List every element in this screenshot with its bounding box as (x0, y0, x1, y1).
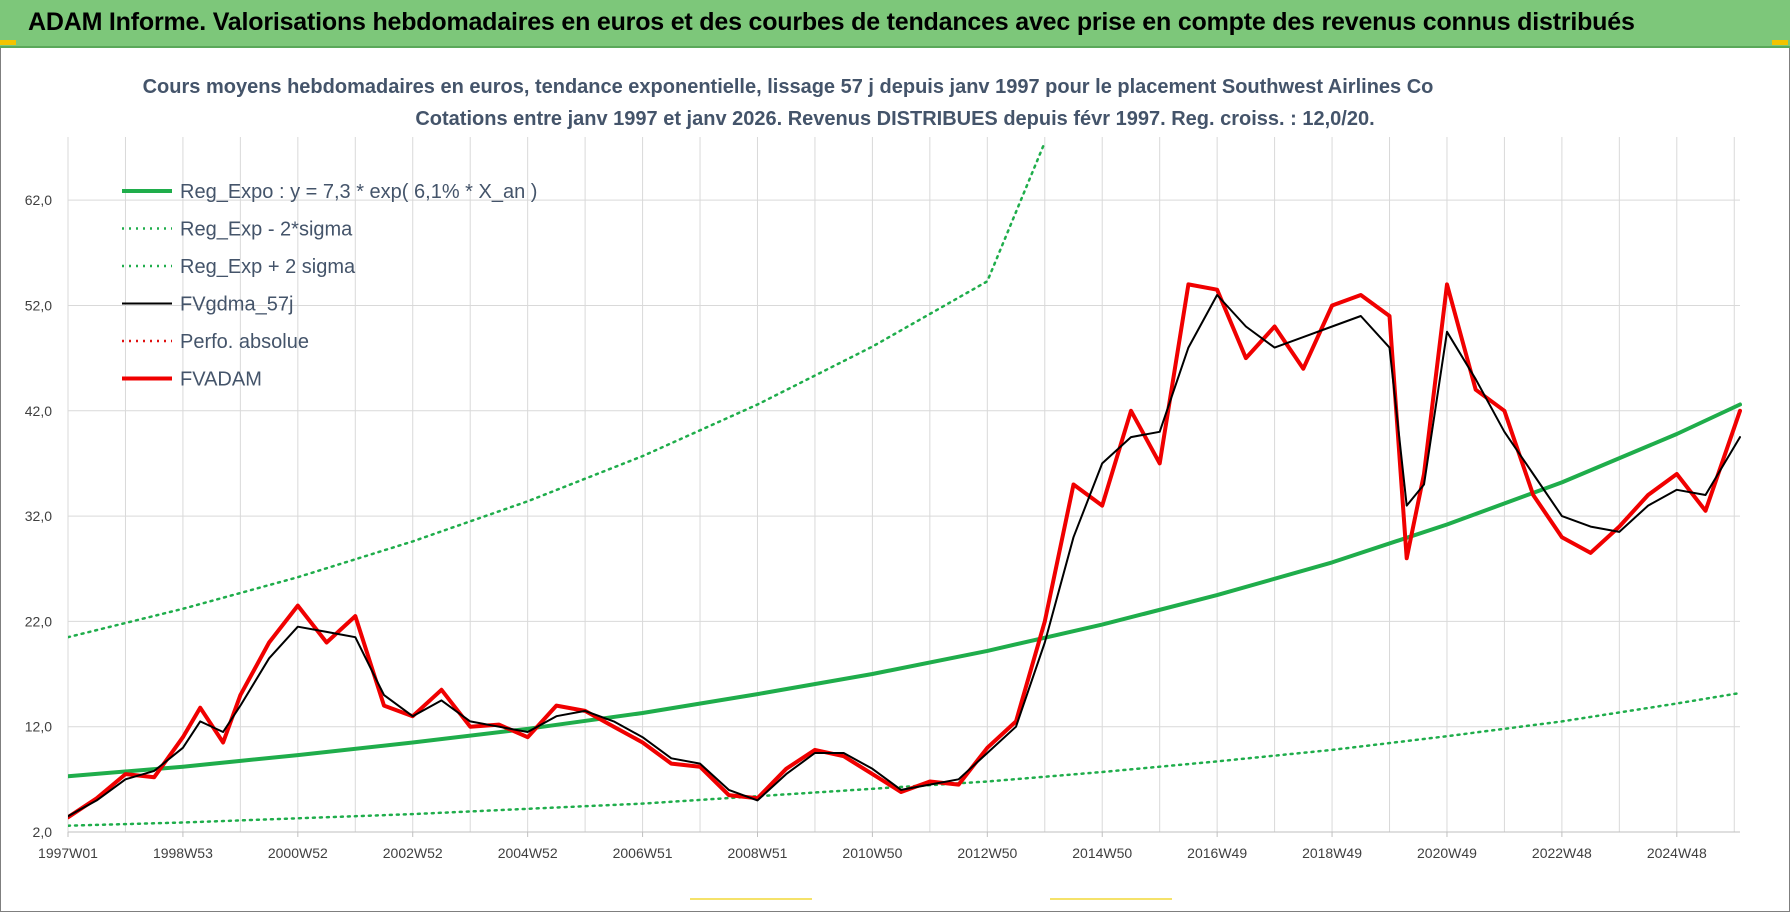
report-title: ADAM Informe. Valorisations hebdomadaire… (28, 8, 1635, 36)
y-tick-label: 42,0 (25, 403, 52, 419)
x-tick-label: 2000W52 (268, 845, 328, 861)
series-line-3 (68, 294, 1741, 818)
series-line-4 (68, 283, 1742, 819)
x-tick-label: 2016W49 (1187, 845, 1247, 861)
bottom-marker (1050, 898, 1172, 900)
y-tick-label: 22,0 (25, 613, 52, 629)
legend-label: FVADAM (180, 369, 262, 391)
x-tick-label: 2024W48 (1647, 845, 1707, 861)
x-tick-label: 2010W50 (842, 845, 902, 861)
x-tick-label: 2006W51 (613, 845, 673, 861)
x-tick-label: 1998W53 (153, 845, 213, 861)
x-tick-label: 2014W50 (1072, 845, 1132, 861)
series-line-1 (68, 691, 1742, 827)
x-tick-label: 2004W52 (498, 845, 558, 861)
series-line-5 (68, 282, 1742, 820)
y-tick-label: 2,0 (33, 824, 53, 840)
bottom-marker (690, 898, 812, 900)
y-tick-label: 12,0 (25, 719, 52, 735)
legend: Reg_Expo : y = 7,3 * exp( 6,1% * X_an ) R… (122, 181, 537, 391)
x-tick-label: 1997W01 (38, 845, 98, 861)
report-banner: ADAM Informe. Valorisations hebdomadaire… (0, 0, 1790, 48)
legend-label: Perfo. absolue (180, 331, 309, 353)
legend-label: Reg_Expo : y = 7,3 * exp( 6,1% * X_an ) (180, 181, 537, 203)
y-tick-label: 32,0 (25, 508, 52, 524)
series-line-2 (68, 141, 1047, 639)
x-tick-label: 2002W52 (383, 845, 443, 861)
y-tick-label: 52,0 (25, 297, 52, 313)
chart-title: Cours moyens hebdomadaires en euros, ten… (143, 76, 1434, 130)
chart-title-line-2: Cotations entre janv 1997 et janv 2026. … (415, 108, 1374, 130)
corner-marker (0, 40, 16, 45)
legend-label: FVgdma_57j (180, 294, 293, 316)
legend-label: Reg_Exp + 2 sigma (180, 256, 356, 278)
series-line-0 (68, 402, 1742, 779)
x-tick-label: 2020W49 (1417, 845, 1477, 861)
legend-label: Reg_Exp - 2*sigma (180, 219, 353, 241)
grid (67, 137, 1740, 833)
x-tick-label: 2022W48 (1532, 845, 1592, 861)
chart-title-line-1: Cours moyens hebdomadaires en euros, ten… (143, 76, 1434, 98)
corner-marker (1772, 40, 1788, 45)
x-tick-label: 2018W49 (1302, 845, 1362, 861)
axes: 2,0 12,0 22,0 32,0 42,0 52,0 62,0 1997W01 1998W5… (25, 192, 1740, 861)
x-tick-label: 2008W51 (728, 845, 788, 861)
y-tick-label: 62,0 (25, 192, 52, 208)
plot-area (68, 141, 1742, 827)
x-tick-label: 2012W50 (957, 845, 1017, 861)
